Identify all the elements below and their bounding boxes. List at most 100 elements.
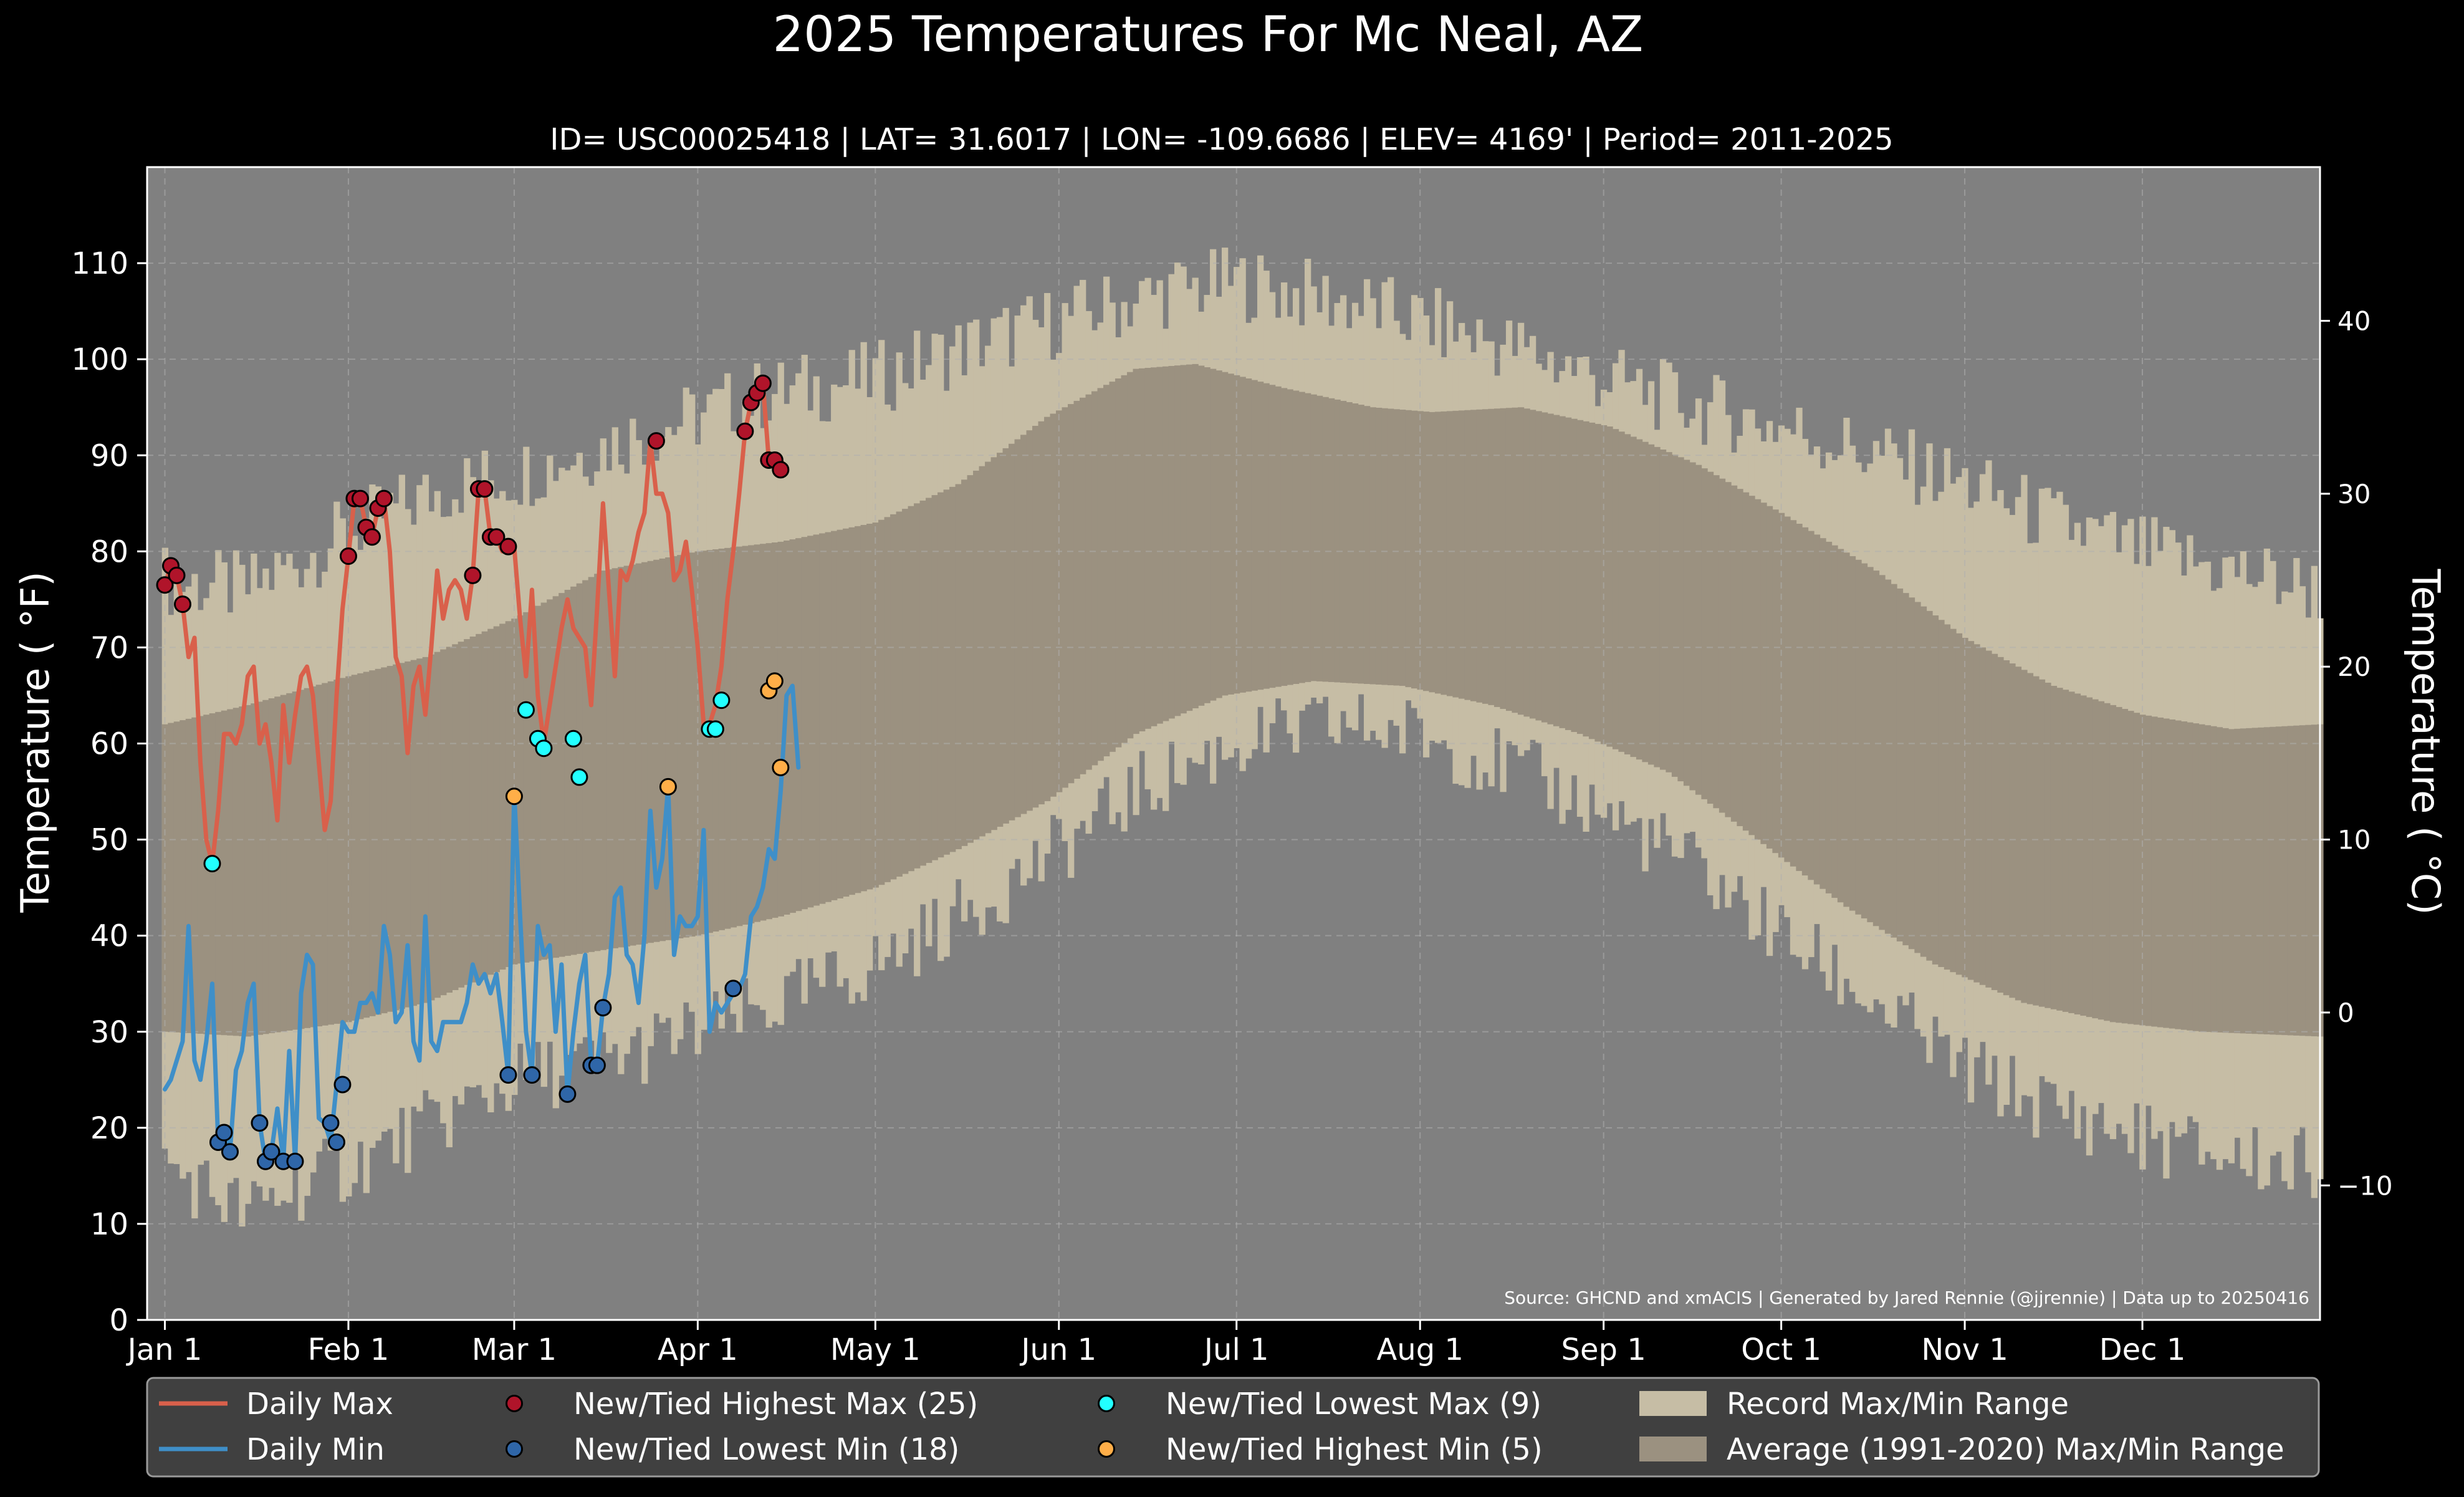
normal-range-bar <box>1204 367 1210 703</box>
normal-range-bar <box>819 533 826 904</box>
normal-range-bar <box>1280 388 1288 686</box>
normal-range-bar <box>1144 368 1151 729</box>
normal-range-bar <box>701 551 707 935</box>
normal-range-bar <box>304 688 311 1028</box>
normal-range-bar <box>2133 713 2140 1025</box>
y-tick-label-left: 70 <box>90 630 128 665</box>
highest-max-marker <box>375 489 393 508</box>
x-tick-label: Dec 1 <box>2099 1332 2186 1367</box>
normal-range-bar <box>677 555 684 939</box>
highest-max-marker <box>156 576 174 594</box>
normal-range-bar <box>1884 579 1892 934</box>
normal-range-bar <box>1470 410 1477 701</box>
normal-range-bar <box>1139 368 1146 731</box>
x-tick-label: Jul 1 <box>1202 1332 1269 1367</box>
normal-range-bar <box>890 514 897 880</box>
normal-range-bar <box>582 580 589 953</box>
normal-range-bar <box>914 503 921 869</box>
normal-range-bar <box>1151 367 1158 726</box>
normal-range-bar <box>1790 520 1797 867</box>
normal-range-bar <box>405 661 411 1008</box>
normal-range-bar <box>1689 462 1696 791</box>
normal-range-bar <box>1275 386 1282 687</box>
normal-range-bar <box>760 544 767 921</box>
normal-range-bar <box>398 663 405 1009</box>
normal-range-bar <box>1565 417 1572 730</box>
normal-range-bar <box>315 685 323 1027</box>
legend-swatch-patch <box>1639 1437 1707 1461</box>
chart-title: 2025 Temperatures For Mc Neal, AZ <box>773 7 1644 63</box>
lowest-min-marker <box>251 1114 269 1132</box>
normal-range-bar <box>410 660 417 1006</box>
normal-range-bar <box>333 680 340 1024</box>
normal-range-bar <box>1334 399 1341 683</box>
normal-range-bar <box>1405 410 1412 688</box>
highest-min-marker <box>765 672 784 690</box>
normal-range-bar <box>1784 516 1791 862</box>
normal-range-bar <box>2222 728 2229 1033</box>
normal-range-bar <box>2127 711 2134 1024</box>
y-axis-label-right: Temperature ( °C) <box>2403 569 2448 915</box>
normal-range-bar <box>1523 408 1530 717</box>
normal-range-bar <box>1073 400 1080 779</box>
normal-range-bar <box>464 639 471 985</box>
normal-range-bar <box>1796 524 1803 871</box>
normal-range-bar <box>754 544 760 922</box>
normal-range-bar <box>1808 531 1814 880</box>
highest-max-marker <box>168 566 186 584</box>
normal-range-bar <box>1268 385 1276 688</box>
x-tick-label: Jun 1 <box>1019 1332 1096 1367</box>
normal-range-bar <box>2187 722 2193 1031</box>
normal-range-bar <box>772 542 779 918</box>
normal-range-bar <box>535 605 542 961</box>
normal-range-bar <box>1222 372 1229 696</box>
normal-range-bar <box>2050 686 2058 1009</box>
normal-range-bar <box>552 596 559 958</box>
normal-range-bar <box>1115 378 1122 748</box>
normal-range-bar <box>1891 584 1897 938</box>
normal-range-bar <box>955 484 962 849</box>
normal-range-bar <box>2163 718 2170 1028</box>
normal-range-bar <box>724 547 731 929</box>
normal-range-bar <box>1192 363 1199 709</box>
normal-range-bar <box>446 647 453 993</box>
normal-range-bar <box>339 678 347 1023</box>
x-tick-label: Aug 1 <box>1376 1332 1464 1367</box>
normal-range-bar <box>2299 725 2306 1036</box>
normal-range-bar <box>1813 534 1821 885</box>
normal-range-bar <box>232 708 240 1036</box>
normal-range-bar <box>1091 391 1098 766</box>
normal-range-bar <box>1162 366 1169 721</box>
normal-range-bar <box>1985 650 1992 988</box>
y-tick-label-right: 20 <box>2337 652 2371 682</box>
legend-swatch-patch <box>1639 1391 1707 1416</box>
x-tick-label: Feb 1 <box>308 1332 390 1367</box>
normal-range-bar <box>1257 382 1264 690</box>
normal-range-bar <box>1677 457 1684 782</box>
normal-range-bar <box>990 457 997 830</box>
normal-range-bar <box>1837 549 1844 903</box>
daily-max-line <box>163 381 789 866</box>
normal-range-bar <box>1618 431 1625 752</box>
normal-range-bar <box>2169 719 2176 1029</box>
normal-range-bar <box>2045 682 2051 1008</box>
normal-range-bar <box>736 546 743 927</box>
normal-range-bar <box>1636 439 1643 760</box>
normal-range-bar <box>1298 392 1305 683</box>
lowest-max-marker <box>712 691 731 710</box>
normal-range-bar <box>1441 411 1447 695</box>
normal-range-bar <box>1553 415 1560 726</box>
y-tick-label-left: 100 <box>71 342 128 377</box>
normal-range-bar <box>742 546 749 925</box>
normal-range-bar <box>191 717 198 1034</box>
highest-max-marker <box>173 595 191 614</box>
normal-range-bar <box>2080 695 2087 1016</box>
x-tick-label: Jan 1 <box>126 1332 203 1367</box>
normal-range-bar <box>825 532 832 902</box>
normal-range-bar <box>529 609 535 962</box>
normal-range-bar <box>997 453 1004 827</box>
normal-range-bar <box>1831 545 1838 898</box>
normal-range-bar <box>251 703 257 1036</box>
normal-range-bar <box>357 673 364 1019</box>
x-tick-label: Mar 1 <box>472 1332 557 1367</box>
